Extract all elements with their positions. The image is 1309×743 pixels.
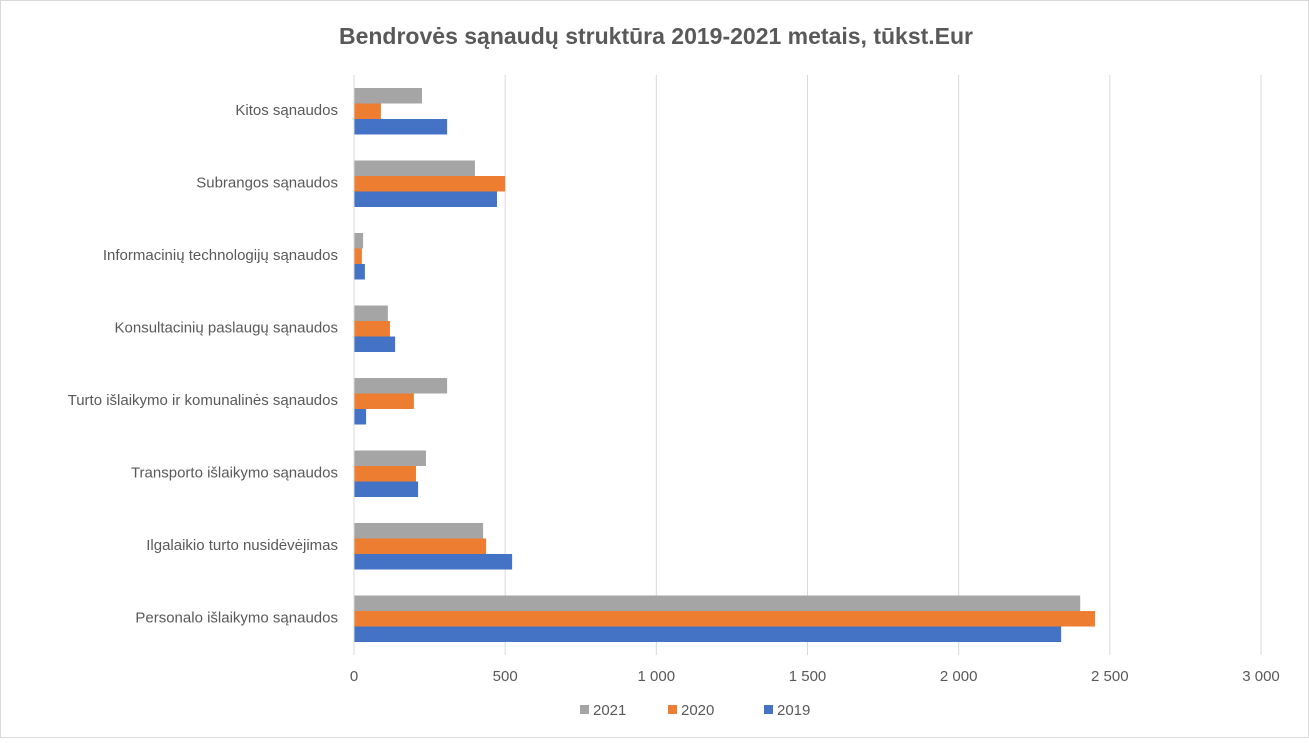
bar (354, 336, 396, 352)
bar (354, 393, 414, 409)
legend-swatch (580, 705, 589, 714)
bar (354, 481, 419, 497)
bar (354, 233, 364, 249)
bar (354, 450, 426, 466)
y-tick-label: Turto išlaikymo ir komunalinės sąnaudos (68, 392, 338, 409)
y-tick-label: Ilgalaikio turto nusidėvėjimas (146, 537, 338, 554)
x-tick-label: 1 500 (789, 668, 827, 685)
y-tick-label: Konsultacinių paslaugų sąnaudos (115, 320, 339, 337)
bar (354, 264, 365, 280)
bar (354, 160, 475, 176)
bar (354, 466, 416, 482)
y-tick-label: Kitos sąnaudos (235, 102, 338, 119)
bar (354, 321, 390, 337)
y-tick-label: Personalo išlaikymo sąnaudos (135, 610, 338, 627)
y-tick-label: Informacinių technologijų sąnaudos (103, 247, 338, 264)
bar (354, 538, 487, 554)
legend-swatch (764, 705, 773, 714)
bar (354, 523, 484, 539)
x-tick-label: 1 000 (638, 668, 676, 685)
x-tick-label: 2 500 (1091, 668, 1129, 685)
bar (354, 554, 513, 570)
legend-swatch (668, 705, 677, 714)
x-tick-label: 0 (350, 668, 358, 685)
bar (354, 176, 506, 192)
chart-title: Bendrovės sąnaudų struktūra 2019-2021 me… (339, 23, 973, 49)
bar (354, 611, 1096, 627)
bar (354, 595, 1081, 611)
bar (354, 88, 423, 104)
legend-label: 2021 (593, 702, 626, 719)
x-tick-label: 3 000 (1242, 668, 1280, 685)
bar (354, 626, 1062, 642)
bar (354, 191, 498, 207)
x-tick-label: 2 000 (940, 668, 978, 685)
legend-label: 2019 (777, 702, 810, 719)
bar (354, 378, 448, 394)
y-tick-label: Subrangos sąnaudos (196, 175, 338, 192)
bar (354, 248, 362, 264)
x-tick-label: 500 (493, 668, 518, 685)
bar (354, 305, 388, 321)
bar (354, 119, 448, 135)
bar (354, 103, 381, 119)
y-tick-label: Transporto išlaikymo sąnaudos (131, 465, 338, 482)
legend-label: 2020 (681, 702, 714, 719)
bar (354, 409, 367, 425)
